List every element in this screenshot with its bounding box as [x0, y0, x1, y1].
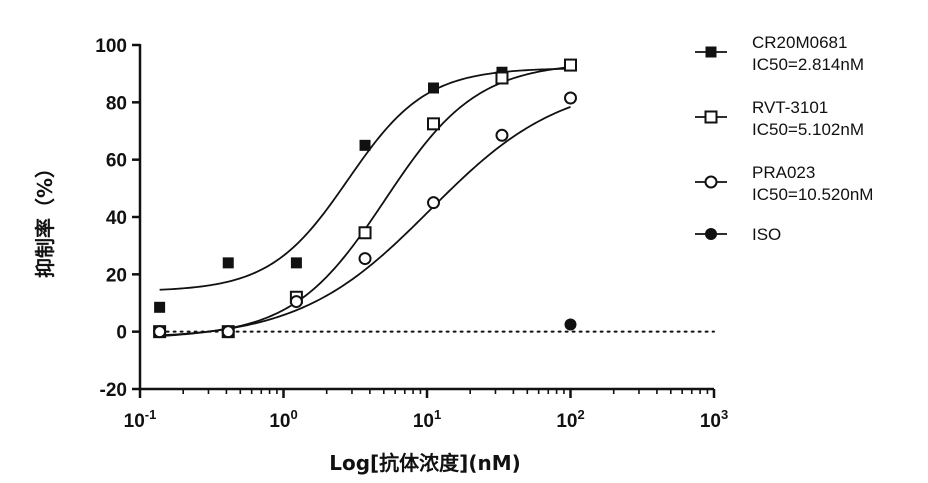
- x-axis-title: Log[抗体浓度](nM): [329, 451, 521, 475]
- point-pra023: [291, 296, 302, 307]
- x-tick-label: 101: [413, 407, 441, 432]
- legend-item-rvt-3101: RVT-3101 IC50=5.102nM: [695, 98, 864, 139]
- point-rvt-3101: [360, 227, 371, 238]
- legend-item-iso: ISO: [695, 225, 781, 244]
- y-tick-label: 60: [106, 151, 127, 172]
- point-pra023: [223, 326, 234, 337]
- legend-marker-cr20m0681: [706, 47, 717, 58]
- legend-series-name: PRA023: [752, 163, 815, 182]
- y-tick-label: 0: [116, 323, 127, 344]
- y-tick-label: 20: [106, 265, 127, 286]
- legend-series-name: RVT-3101: [752, 98, 828, 117]
- legend-series-name: CR20M0681: [752, 33, 847, 52]
- x-tick-label: 100: [269, 407, 297, 432]
- y-tick-label: -20: [100, 380, 127, 401]
- fit-curve-rvt-3101: [160, 67, 571, 335]
- legend: CR20M0681 IC50=2.814nM RVT-3101 IC50=5.102n…: [695, 33, 873, 244]
- point-cr20m0681: [223, 257, 234, 268]
- y-tick-label: 100: [95, 36, 127, 57]
- point-rvt-3101: [428, 118, 439, 129]
- legend-marker-rvt-3101: [706, 112, 717, 123]
- legend-marker-pra023: [706, 177, 717, 188]
- point-rvt-3101: [565, 60, 576, 71]
- point-cr20m0681: [154, 302, 165, 313]
- y-axis-title: 抑制率（%）: [33, 158, 57, 278]
- legend-marker-iso: [705, 228, 717, 240]
- legend-series-name: ISO: [752, 225, 781, 244]
- point-rvt-3101: [496, 72, 507, 83]
- point-pra023: [428, 197, 439, 208]
- x-tick-label: 102: [556, 407, 584, 432]
- x-tick-label: 103: [700, 407, 728, 432]
- point-iso: [565, 319, 577, 331]
- point-cr20m0681: [291, 257, 302, 268]
- legend-ic50-label: IC50=5.102nM: [752, 120, 864, 139]
- point-cr20m0681: [428, 83, 439, 94]
- point-pra023: [360, 253, 371, 264]
- point-pra023: [154, 326, 165, 337]
- x-tick-label: 10-1: [124, 407, 157, 432]
- axes: -20 0 20 40 60 80 100 10-1 100 101 102 103: [95, 36, 728, 432]
- point-pra023: [496, 130, 507, 141]
- y-tick-label: 80: [106, 93, 127, 114]
- data-points: [154, 60, 576, 338]
- fit-curves: [160, 67, 571, 336]
- point-cr20m0681: [360, 140, 371, 151]
- legend-item-cr20m0681: CR20M0681 IC50=2.814nM: [695, 33, 864, 74]
- y-tick-label: 40: [106, 208, 127, 229]
- legend-item-pra023: PRA023 IC50=10.520nM: [695, 163, 873, 204]
- legend-ic50-label: IC50=10.520nM: [752, 185, 873, 204]
- legend-ic50-label: IC50=2.814nM: [752, 55, 864, 74]
- point-pra023: [565, 93, 576, 104]
